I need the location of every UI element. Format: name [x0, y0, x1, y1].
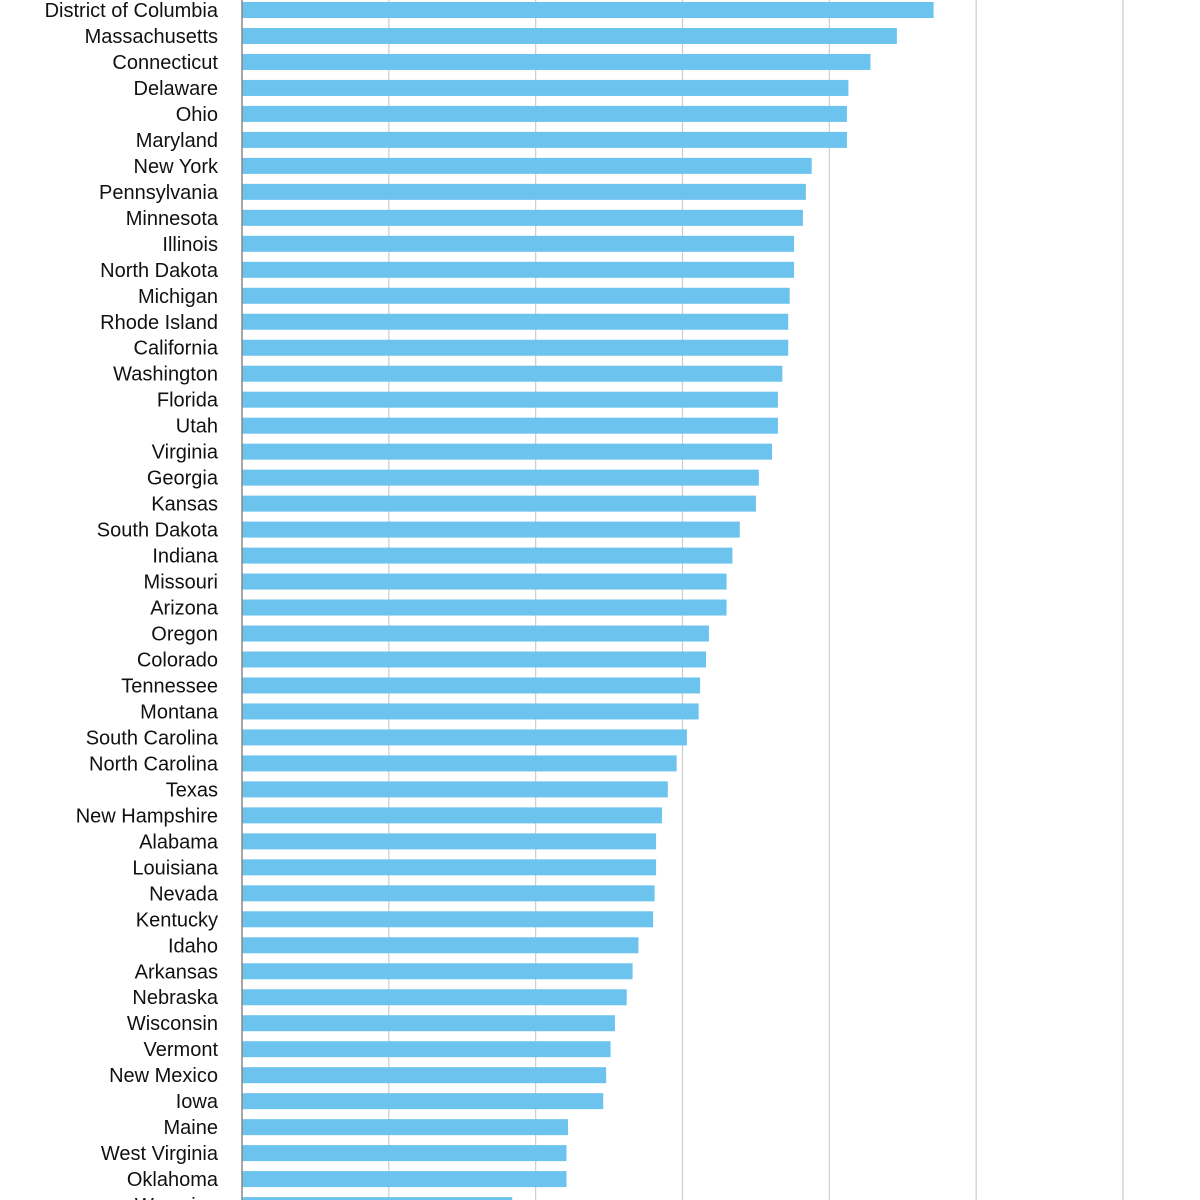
bar — [242, 859, 657, 876]
bar — [242, 833, 657, 850]
category-label: District of Columbia — [45, 0, 219, 22]
bar — [242, 781, 668, 798]
category-label: Alabama — [139, 831, 219, 853]
bar — [242, 443, 773, 460]
bar — [242, 53, 871, 70]
bar — [242, 989, 627, 1006]
bar — [242, 131, 847, 148]
bar — [242, 1093, 604, 1110]
category-label: Montana — [140, 701, 219, 723]
bar — [242, 521, 740, 538]
category-label: North Dakota — [100, 260, 219, 282]
category-label: Pennsylvania — [99, 182, 219, 204]
bar — [242, 391, 778, 408]
category-label: Washington — [113, 364, 218, 386]
bar — [242, 1171, 567, 1188]
category-label: Nebraska — [132, 987, 218, 1009]
bar — [242, 755, 677, 772]
bar — [242, 599, 727, 616]
category-label: Iowa — [176, 1091, 219, 1113]
bar — [242, 105, 847, 122]
bar — [242, 963, 633, 980]
category-label: New York — [134, 156, 219, 178]
category-label: Florida — [157, 390, 219, 412]
bar — [242, 183, 806, 200]
bar — [242, 469, 759, 486]
category-label: New Mexico — [109, 1065, 218, 1087]
category-label: Connecticut — [112, 52, 218, 74]
bar — [242, 2, 934, 18]
bar — [242, 365, 783, 382]
bar — [242, 287, 790, 304]
bar — [242, 703, 699, 720]
bar — [242, 1041, 611, 1058]
category-label: Kentucky — [136, 909, 218, 931]
bar — [242, 937, 639, 954]
category-label: Oklahoma — [127, 1169, 219, 1191]
bar — [242, 261, 795, 278]
category-label: Maryland — [136, 130, 218, 152]
bar — [242, 1197, 513, 1200]
category-label: Louisiana — [132, 857, 219, 879]
category-label: Idaho — [168, 935, 218, 957]
category-label: Texas — [166, 779, 218, 801]
category-label: Kansas — [151, 494, 218, 516]
bar — [242, 495, 756, 512]
bar — [242, 729, 687, 746]
category-label: West Virginia — [101, 1143, 219, 1165]
bar — [242, 27, 897, 44]
category-label: Massachusetts — [85, 26, 218, 48]
category-label: Missouri — [144, 572, 218, 594]
category-label: Vermont — [144, 1039, 219, 1061]
category-label: Illinois — [162, 234, 218, 256]
category-label: Colorado — [137, 650, 218, 672]
category-label: Arkansas — [135, 961, 218, 983]
category-label: Utah — [176, 416, 218, 438]
bars — [242, 2, 934, 1200]
category-label: Ohio — [176, 104, 218, 126]
category-label: Delaware — [134, 78, 218, 100]
bar — [242, 547, 733, 564]
bar — [242, 1145, 567, 1162]
bar — [242, 625, 709, 642]
bar — [242, 911, 654, 928]
category-label: Indiana — [152, 546, 218, 568]
category-label: Wisconsin — [127, 1013, 218, 1035]
category-label: Nevada — [149, 883, 219, 905]
category-label: Virginia — [152, 442, 219, 464]
category-labels: District of Columbia Massachusetts Connect… — [45, 0, 219, 1200]
bar — [242, 573, 727, 590]
bar — [242, 313, 789, 330]
bar — [242, 339, 789, 356]
category-label: Arizona — [150, 598, 219, 620]
bar — [242, 677, 701, 694]
category-label: Maine — [164, 1117, 218, 1139]
category-label: Georgia — [147, 468, 219, 490]
bar — [242, 885, 655, 902]
category-label: Wyoming — [135, 1195, 218, 1200]
bar — [242, 1015, 615, 1032]
category-label: South Dakota — [97, 520, 219, 542]
bar — [242, 651, 706, 668]
bar — [242, 1067, 607, 1084]
bar — [242, 209, 803, 226]
category-label: Michigan — [138, 286, 218, 308]
category-label: New Hampshire — [76, 805, 218, 827]
category-label: South Carolina — [86, 727, 219, 749]
category-label: California — [134, 338, 219, 360]
bar — [242, 1119, 568, 1136]
category-label: Minnesota — [126, 208, 219, 230]
category-label: Tennessee — [121, 675, 218, 697]
category-label: Oregon — [151, 624, 218, 646]
category-label: North Carolina — [89, 753, 219, 775]
bar — [242, 235, 795, 252]
category-label: Rhode Island — [100, 312, 218, 334]
bar — [242, 417, 778, 434]
bar — [242, 807, 662, 824]
bar — [242, 79, 849, 96]
bar — [242, 157, 812, 174]
